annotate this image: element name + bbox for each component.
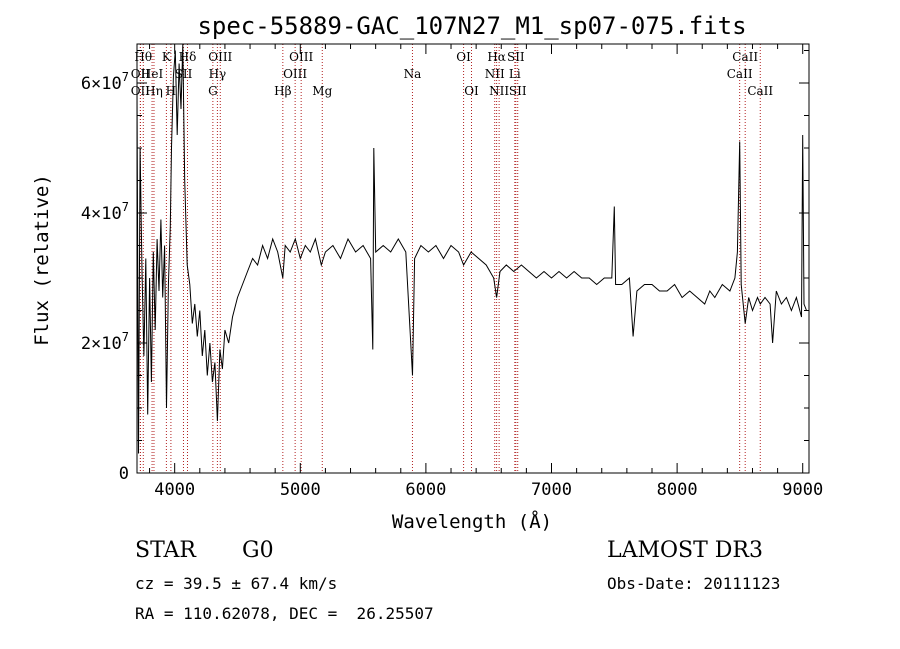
y-axis-ticks: 0 2×107 4×107 6×107 <box>81 50 809 484</box>
line-label: CaII <box>727 67 753 81</box>
y-tick-label: 0 <box>119 464 129 484</box>
line-label: SII <box>507 50 525 64</box>
x-tick-label: 5000 <box>280 480 321 500</box>
line-label: OI <box>456 50 471 64</box>
line-label: K <box>162 50 172 64</box>
line-label: OII <box>131 84 151 98</box>
line-label: NII <box>489 84 509 98</box>
y-tick-label: 6×107 <box>81 70 129 94</box>
line-label: CaII <box>747 84 773 98</box>
x-tick-label: 9000 <box>782 480 823 500</box>
line-label: Li <box>509 67 521 81</box>
plot-frame <box>136 43 810 474</box>
line-label: OIII <box>283 67 307 81</box>
line-label: Hη <box>145 84 163 98</box>
survey-name: LAMOST DR3 <box>607 538 763 563</box>
line-label: SII <box>509 84 527 98</box>
line-label: OIII <box>289 50 313 64</box>
line-label: G <box>208 84 218 98</box>
line-label: Hα <box>487 50 506 64</box>
line-label: Mg <box>312 84 332 98</box>
line-label: HeI <box>141 67 164 81</box>
line-label: NII <box>485 67 505 81</box>
spectral-line-markers <box>139 44 761 473</box>
x-axis-ticks: 4000 5000 6000 7000 8000 9000 <box>149 44 823 500</box>
line-label: OII <box>131 67 151 81</box>
object-subclass: G0 <box>242 538 274 563</box>
line-label: Hδ <box>179 50 197 64</box>
line-label: CaII <box>732 50 758 64</box>
coordinates: RA = 110.62078, DEC = 26.25507 <box>135 604 434 623</box>
y-axis-label: Flux (relative) <box>31 174 53 346</box>
line-label: Hγ <box>209 67 227 81</box>
y-tick-label: 4×107 <box>81 200 129 224</box>
x-axis-label: Wavelength (Å) <box>392 510 552 533</box>
line-label: OIII <box>208 50 232 64</box>
x-tick-label: 4000 <box>154 480 195 500</box>
chart-title: spec-55889-GAC_107N27_M1_sp07-075.fits <box>197 12 746 40</box>
x-tick-label: 7000 <box>531 480 572 500</box>
redshift-value: cz = 39.5 ± 67.4 km/s <box>135 574 338 593</box>
observation-date: Obs-Date: 20111123 <box>607 574 781 593</box>
object-class: STAR <box>135 538 196 563</box>
line-label: Hθ <box>134 50 152 64</box>
line-label: Na <box>404 67 422 81</box>
spectrum-line <box>136 43 807 454</box>
y-tick-label: 2×107 <box>81 330 129 354</box>
line-label: H <box>166 84 176 98</box>
x-tick-label: 6000 <box>405 480 446 500</box>
line-label: OI <box>464 84 479 98</box>
x-tick-label: 8000 <box>657 480 698 500</box>
line-label: Hβ <box>274 84 291 98</box>
